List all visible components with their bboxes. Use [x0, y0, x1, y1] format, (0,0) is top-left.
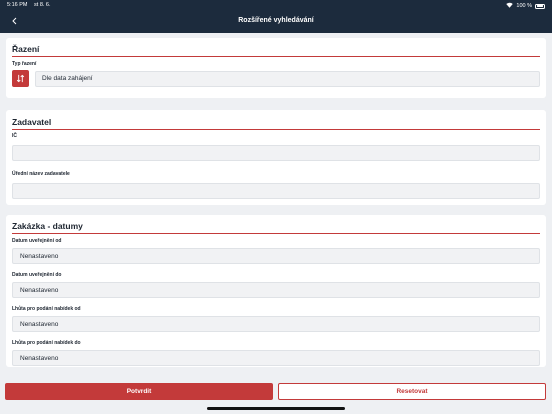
status-time: 5:16 PM: [7, 2, 28, 8]
dates-section: Zakázka - datumy Datum uveřejnění od Nen…: [6, 215, 546, 367]
sort-icon: [16, 74, 25, 83]
battery-icon: [535, 3, 545, 9]
reset-button[interactable]: Resetovat: [278, 383, 546, 400]
authority-name-label: Úřední název zadavatele: [12, 171, 70, 177]
status-right: 100 %: [506, 2, 545, 10]
nav-bar: Rozšířené vyhledávání: [0, 10, 552, 33]
date-field-label: Lhůta pro podání nabídek do: [12, 340, 81, 346]
published-from-input[interactable]: Nenastaveno: [12, 248, 540, 264]
sort-button[interactable]: [12, 70, 29, 87]
sorting-section: Řazení Typ řazení Dle data zahájení: [6, 38, 546, 98]
authority-name-input[interactable]: [12, 183, 540, 199]
contracting-section: Zadavatel IČ Úřední název zadavatele: [6, 110, 546, 205]
sort-type-select[interactable]: Dle data zahájení: [35, 70, 540, 87]
chevron-left-icon: [11, 17, 16, 25]
sort-row: Dle data zahájení: [12, 70, 540, 87]
status-left: 5:16 PM st 8. 6.: [7, 2, 56, 8]
contracting-title: Zadavatel: [12, 117, 540, 130]
status-date: st 8. 6.: [34, 2, 51, 8]
published-to-input[interactable]: Nenastaveno: [12, 282, 540, 298]
page-title: Rozšířené vyhledávání: [238, 17, 314, 24]
confirm-button[interactable]: Potvrdit: [5, 383, 273, 400]
home-indicator: [207, 407, 345, 410]
sort-type-label: Typ řazení: [12, 61, 37, 67]
date-field-label: Datum uveřejnění od: [12, 238, 62, 244]
deadline-to-input[interactable]: Nenastaveno: [12, 350, 540, 366]
ic-input[interactable]: [12, 145, 540, 161]
date-field-label: Datum uveřejnění do: [12, 272, 62, 278]
wifi-icon: [506, 2, 514, 10]
deadline-from-input[interactable]: Nenastaveno: [12, 316, 540, 332]
status-bar: 5:16 PM st 8. 6. 100 %: [0, 0, 552, 10]
date-field-label: Lhůta pro podání nabídek od: [12, 306, 81, 312]
back-button[interactable]: [8, 15, 20, 27]
sorting-title: Řazení: [12, 44, 540, 57]
ic-label: IČ: [12, 133, 17, 139]
battery-percent: 100 %: [516, 3, 532, 9]
dates-title: Zakázka - datumy: [12, 221, 540, 234]
